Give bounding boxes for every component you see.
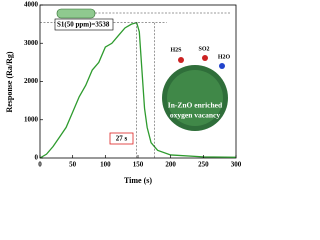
x-tick-label: 300 — [231, 161, 242, 169]
time-annotation: 27 s — [116, 135, 128, 143]
response-box — [54, 18, 114, 31]
time-box — [109, 132, 134, 145]
molecule-label: SO2 — [198, 46, 209, 52]
y-tick-label: 0 — [35, 154, 39, 162]
molecule-label: H2O — [218, 54, 231, 60]
x-tick-label: 50 — [69, 161, 77, 169]
y-tick-label: 1000 — [24, 115, 39, 123]
flower-texture — [167, 70, 223, 126]
chart: S1(50 ppm)=3538 27 s H2S SO2 H2O In-ZnO … — [5, 1, 242, 185]
molecule — [219, 63, 225, 69]
data-line — [39, 21, 237, 159]
x-tick-label: 100 — [100, 161, 111, 169]
x-axis-label: Time (s) — [124, 176, 152, 185]
response-annotation: S1(50 ppm)=3538 — [57, 21, 110, 29]
molecule — [202, 55, 208, 61]
material-label: oxygen vacancy — [170, 111, 220, 120]
y-tick-label: 2000 — [24, 77, 39, 85]
x-tick-label: 0 — [38, 161, 42, 169]
nanotube — [56, 8, 96, 19]
y-tick-label: 3000 — [24, 39, 39, 47]
y-tick-label: 4000 — [24, 1, 39, 9]
y-axis-label: Response (Ra/Rg) — [5, 51, 14, 112]
material-label: In-ZnO enriched — [168, 101, 223, 110]
x-tick-label: 250 — [198, 161, 209, 169]
x-tick-label: 200 — [165, 161, 176, 169]
x-tick-label: 150 — [133, 161, 144, 169]
molecule — [178, 57, 184, 63]
molecule-label: H2S — [170, 47, 182, 53]
